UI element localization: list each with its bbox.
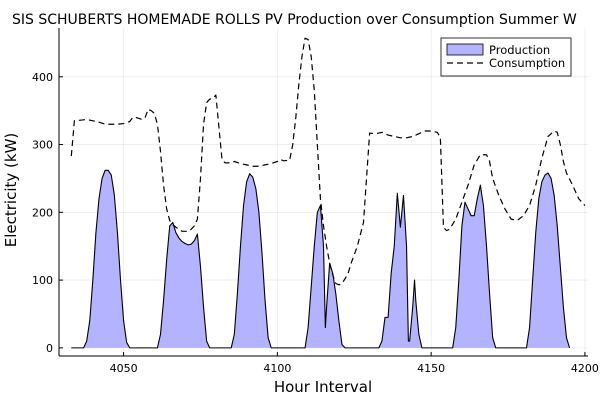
y-axis-title: Electricity (kW)	[2, 133, 20, 248]
production-area-5	[421, 185, 496, 348]
consumption-series	[70, 37, 586, 286]
legend-label-consumption: Consumption	[489, 56, 565, 70]
y-tick-label-0: 0	[46, 342, 53, 355]
x-tick-label-4100: 4100	[263, 362, 291, 375]
x-tick-label-4050: 4050	[110, 362, 138, 375]
legend-swatch-production	[446, 43, 484, 56]
production-line	[71, 169, 571, 349]
y-tick-label-100: 100	[32, 274, 53, 287]
y-axis-ticks: 0 100 200 300 400	[32, 71, 63, 355]
production-area-0	[71, 170, 130, 348]
production-area-2	[209, 173, 272, 348]
x-tick-label-4200: 4200	[571, 362, 599, 375]
x-axis-title: Hour Interval	[274, 378, 372, 396]
chart-title: SIS SCHUBERTS HOMEMADE ROLLS PV Producti…	[12, 12, 577, 28]
y-tick-label-200: 200	[32, 206, 53, 219]
y-tick-label-400: 400	[32, 71, 53, 84]
production-area-1	[129, 222, 210, 348]
x-axis-ticks: 4050 4100 4150 4200	[110, 352, 599, 375]
consumption-line	[70, 37, 586, 286]
y-tick-label-300: 300	[32, 139, 53, 152]
axes	[58, 28, 588, 357]
x-tick-label-4150: 4150	[417, 362, 445, 375]
production-area-6	[495, 173, 570, 348]
production-area-4	[345, 193, 422, 348]
legend: Production Consumption	[440, 37, 572, 77]
legend-label-production: Production	[489, 43, 550, 57]
production-series	[71, 169, 571, 349]
